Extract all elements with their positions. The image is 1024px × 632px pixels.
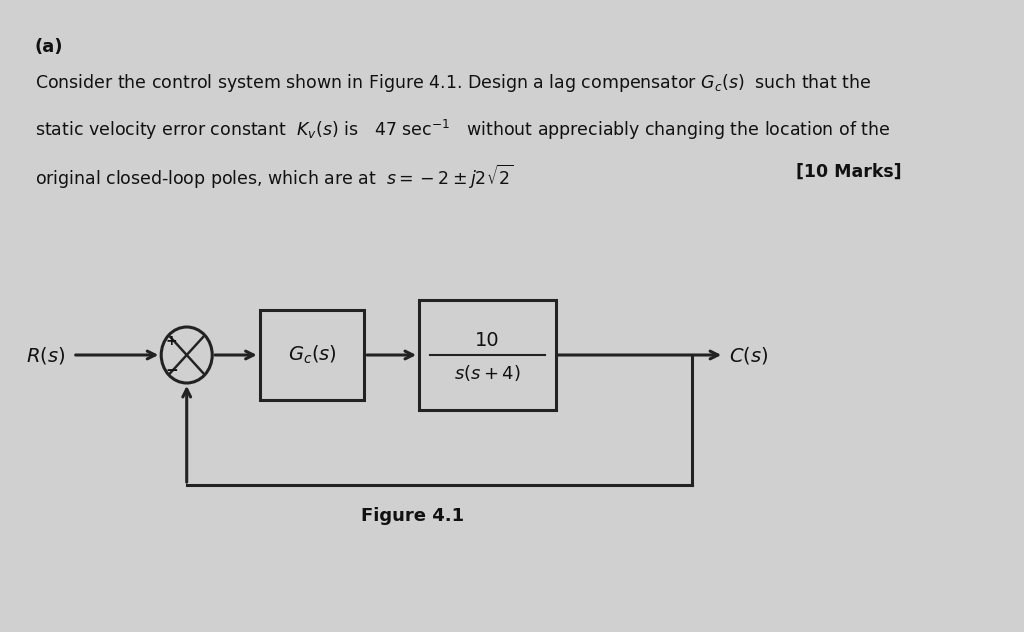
Text: $R(s)$: $R(s)$	[26, 344, 65, 365]
Bar	[419, 300, 556, 410]
Text: Consider the control system shown in Figure 4.1. Design a lag compensator $G_c(s: Consider the control system shown in Fig…	[35, 72, 871, 94]
Text: Figure 4.1: Figure 4.1	[360, 507, 464, 525]
Bar	[259, 310, 365, 400]
Text: (a): (a)	[35, 38, 63, 56]
Text: static velocity error constant  $K_v(s)$ is   47 sec$^{-1}$   without appreciabl: static velocity error constant $K_v(s)$ …	[35, 118, 890, 142]
Text: [10 Marks]: [10 Marks]	[796, 163, 902, 181]
Text: $G_c(s)$: $G_c(s)$	[288, 344, 337, 366]
Text: 10: 10	[475, 332, 500, 351]
Text: $C(s)$: $C(s)$	[729, 344, 768, 365]
Text: +: +	[166, 334, 177, 348]
Text: original closed-loop poles, which are at  $s = -2 \pm j2\sqrt{2}$: original closed-loop poles, which are at…	[35, 163, 513, 191]
Text: $s(s + 4)$: $s(s + 4)$	[454, 363, 520, 383]
Text: −: −	[165, 363, 178, 378]
